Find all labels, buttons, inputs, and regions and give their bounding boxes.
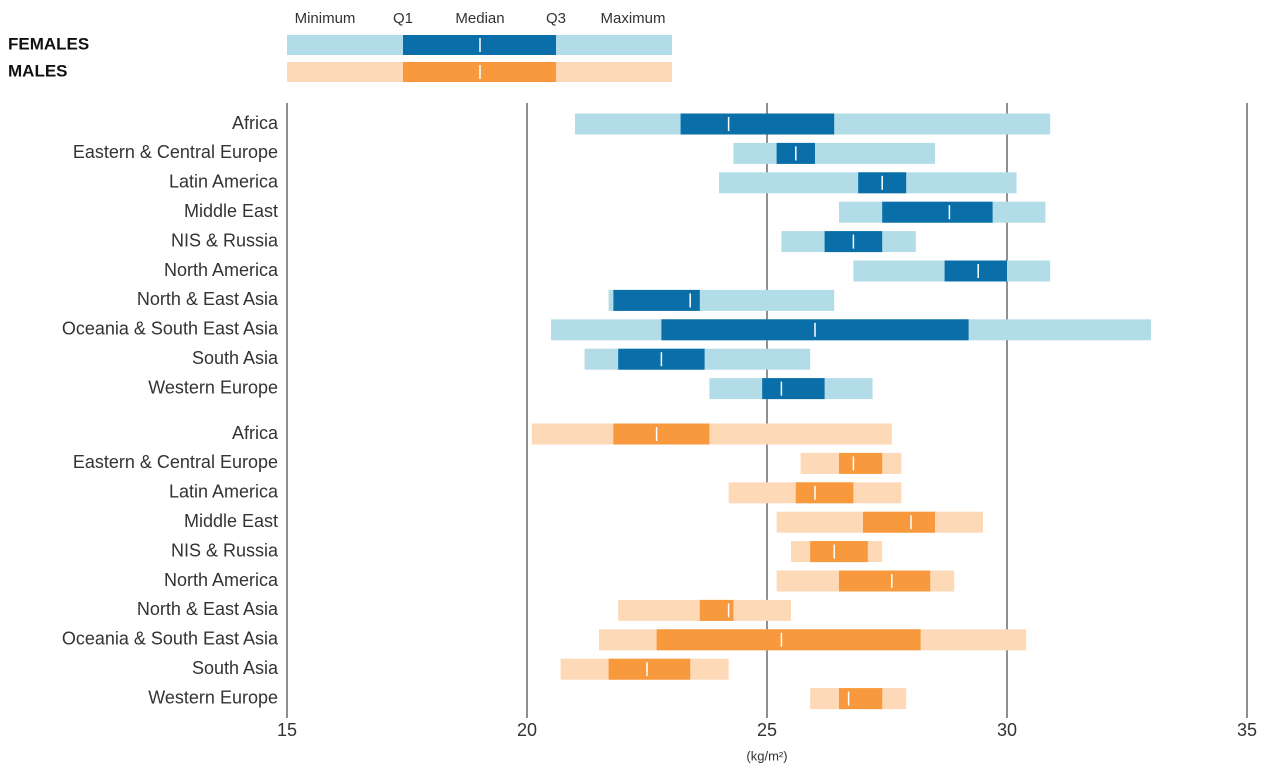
x-tick-label: 30 [997,720,1017,740]
x-tick-label: 15 [277,720,297,740]
legend-label: Minimum [295,10,356,27]
legend-label: Median [455,10,504,27]
category-label: Oceania & South East Asia [62,319,279,339]
category-label: Latin America [169,172,279,192]
x-tick-label: 25 [757,720,777,740]
category-label: NIS & Russia [171,230,279,250]
iqr-box [680,113,835,135]
iqr-box [839,452,883,474]
category-label: Middle East [184,201,278,221]
iqr-box [944,260,1007,282]
category-label: North & East Asia [137,289,279,309]
category-label: South Asia [192,348,279,368]
category-label: Middle East [184,511,278,531]
category-label: Eastern & Central Europe [73,452,278,472]
legend-label: Q3 [546,10,566,27]
iqr-box [810,541,868,563]
x-tick-label: 35 [1237,720,1257,740]
category-label: South Asia [192,658,279,678]
category-label: Oceania & South East Asia [62,629,279,649]
category-label: NIS & Russia [171,540,279,560]
category-label: North America [164,570,279,590]
category-label: North America [164,260,279,280]
legend-label: Maximum [600,10,665,27]
series-name: MALES [8,61,68,80]
category-label: Western Europe [148,377,278,397]
category-label: Africa [232,423,279,443]
legend-label: Q1 [393,10,413,27]
iqr-box [699,599,734,621]
iqr-box [613,289,700,311]
category-label: Western Europe [148,687,278,707]
iqr-box [863,511,935,533]
iqr-box [613,423,710,445]
iqr-box [762,378,825,400]
iqr-box [608,658,691,680]
category-label: Latin America [169,482,279,502]
iqr-box [839,570,931,592]
range-bar [733,142,935,164]
category-label: Eastern & Central Europe [73,142,278,162]
category-label: Africa [232,113,279,133]
x-axis-label: (kg/m²) [746,748,787,763]
series-name: FEMALES [8,34,89,53]
category-label: North & East Asia [137,599,279,619]
x-tick-label: 20 [517,720,537,740]
range-bar [531,423,892,445]
iqr-box [656,629,921,651]
iqr-box [882,201,993,223]
iqr-box [795,482,854,504]
iqr-box [839,688,883,710]
